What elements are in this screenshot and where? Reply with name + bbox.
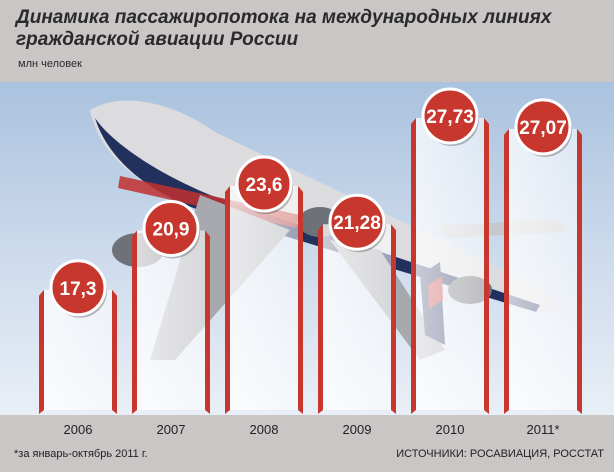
x-tick-2009: 2009 bbox=[343, 422, 372, 437]
bar-edge-left bbox=[225, 186, 230, 414]
x-tick-2010: 2010 bbox=[436, 422, 465, 437]
bar-2011* bbox=[509, 128, 577, 411]
value-label-2006: 17,3 bbox=[60, 279, 97, 300]
value-label-circle bbox=[49, 259, 107, 317]
value-label-2008: 23,6 bbox=[246, 175, 283, 196]
bar-edge-right bbox=[484, 118, 489, 414]
bar-edge-right bbox=[391, 224, 396, 414]
value-label-2007: 20,9 bbox=[153, 219, 190, 240]
bar-edge-right bbox=[112, 289, 117, 414]
bar-edge-left bbox=[318, 224, 323, 414]
value-label-circle bbox=[328, 193, 386, 251]
bar-edge-left bbox=[39, 289, 44, 414]
x-tick-2011*: 2011* bbox=[526, 422, 559, 437]
bar-edge-right bbox=[205, 230, 210, 414]
bar-edge-left bbox=[132, 230, 137, 414]
bar-2010 bbox=[416, 118, 484, 410]
x-tick-2007: 2007 bbox=[157, 422, 186, 437]
bar-edge-right bbox=[577, 128, 582, 415]
bar-2008 bbox=[230, 186, 298, 410]
chart-title: Динамика пассажиропотока на международны… bbox=[16, 7, 552, 50]
value-label-2010: 27,73 bbox=[426, 107, 474, 128]
bar-edge-left bbox=[411, 118, 416, 414]
footnote: *за январь-октябрь 2011 г. bbox=[14, 448, 148, 460]
x-tick-2006: 2006 bbox=[64, 422, 93, 437]
x-tick-2008: 2008 bbox=[250, 422, 279, 437]
value-label-circle bbox=[142, 199, 200, 257]
bar-2007 bbox=[137, 230, 205, 410]
source-credit: ИСТОЧНИКИ: РОСАВИАЦИЯ, РОССТАТ bbox=[396, 448, 604, 460]
value-label-circle bbox=[235, 155, 293, 213]
value-label-circle bbox=[421, 87, 479, 145]
value-label-2011*: 27,07 bbox=[519, 118, 567, 139]
bar-edge-right bbox=[298, 186, 303, 414]
value-label-circle bbox=[514, 98, 572, 156]
value-label-2009: 21,28 bbox=[333, 213, 381, 234]
unit-label: млн человек bbox=[18, 58, 82, 70]
bar-2009 bbox=[323, 224, 391, 410]
bar-edge-left bbox=[504, 128, 509, 415]
